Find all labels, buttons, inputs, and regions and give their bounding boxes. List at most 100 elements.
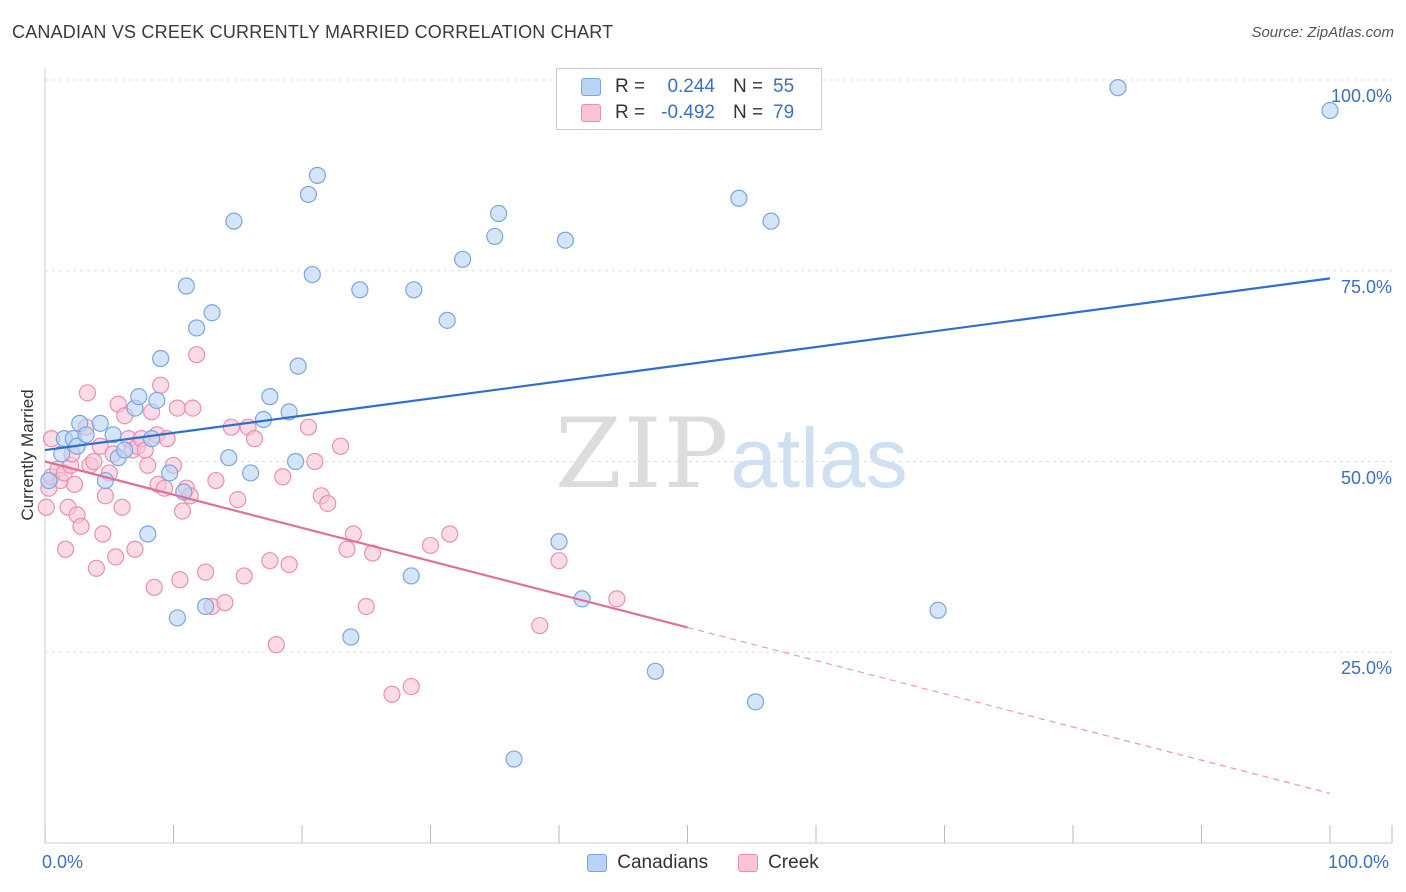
creek-point [531, 616, 549, 635]
creek-point [173, 502, 192, 520]
legend-r-value: 0.244 [667, 76, 715, 97]
legend-n-label: N = [733, 102, 764, 123]
creek-point [145, 578, 163, 596]
canadians-point [454, 250, 472, 268]
creek-point [299, 418, 318, 436]
creek-point [383, 685, 401, 703]
creek-point [65, 475, 84, 493]
creek-point [319, 494, 337, 513]
creek-point [197, 563, 215, 581]
canadians-point [116, 441, 134, 459]
legend-row-creek: R = -0.492 N = 79 [581, 101, 794, 125]
grid-lines [45, 79, 1392, 653]
creek-point [421, 536, 440, 555]
canadians-point [143, 430, 161, 448]
legend-row-canadians: R = 0.244 N = 55 [581, 75, 794, 99]
canadians-point [303, 265, 321, 284]
creek-point [245, 430, 264, 448]
creek-point [152, 376, 170, 394]
creek-point [171, 571, 189, 589]
creek-point [306, 452, 324, 471]
canadians-points [40, 79, 1339, 768]
trend-lines [44, 277, 1331, 794]
x-tick-label-min: 0.0% [42, 852, 84, 872]
legend-n-value: 55 [773, 76, 795, 97]
creek-point [550, 552, 568, 570]
canadians-point [1109, 79, 1127, 97]
creek-point [87, 559, 106, 577]
canadians-point [242, 464, 260, 482]
creek-point [78, 384, 97, 402]
creek-point [280, 555, 298, 574]
creek-point [37, 498, 55, 516]
creek-point [216, 594, 234, 612]
legend-r-value: -0.492 [661, 102, 715, 123]
creek-point [207, 471, 225, 490]
creek-point [168, 399, 186, 417]
legend-label-creek: Creek [768, 852, 819, 873]
creek-point [94, 525, 112, 543]
canadians-point [40, 471, 58, 490]
creek-point [188, 346, 206, 364]
watermark-zip: ZIP [555, 398, 731, 510]
creek-point [608, 590, 626, 608]
creek-point [338, 540, 356, 558]
canadians-point [177, 277, 195, 295]
y-tick-label: 25.0% [1340, 658, 1392, 679]
canadians-point [646, 662, 664, 680]
canadians-point [139, 525, 157, 543]
x-tick-label-max: 100.0% [1328, 852, 1390, 872]
canadians-point [152, 349, 170, 368]
legend-item-creek[interactable]: Creek [738, 852, 819, 874]
canadians-swatch [581, 78, 601, 96]
canadians-point [402, 567, 420, 585]
legend-r-label: R = [615, 102, 646, 123]
canadians-point [438, 311, 456, 329]
creek-point [222, 418, 240, 436]
legend-n-value: 79 [773, 102, 795, 123]
creek-trend-line [44, 460, 688, 629]
source-credit: Source: ZipAtlas.com [1251, 24, 1394, 41]
zipatlas-watermark: ZIPatlas [555, 398, 908, 510]
canadians-point [261, 388, 279, 406]
canadians-point [286, 452, 305, 471]
canadians-point [168, 609, 186, 627]
canadians-point [130, 388, 148, 406]
canadians-point [762, 212, 780, 230]
y-tick-label: 50.0% [1340, 467, 1392, 488]
canadians-point [550, 533, 568, 551]
axes [44, 68, 1393, 844]
canadians-point [490, 204, 508, 223]
canadians-point [104, 426, 122, 444]
creek-swatch [738, 854, 759, 872]
canadians-point [299, 185, 318, 204]
creek-trend-extension [687, 626, 1331, 794]
canadians-point [351, 281, 369, 299]
creek-point [229, 491, 247, 509]
canadians-point [148, 391, 166, 410]
canadians-point [289, 357, 307, 375]
chart-title: CANADIAN VS CREEK CURRENTLY MARRIED CORR… [12, 22, 614, 42]
creek-point [56, 540, 75, 558]
canadians-point [505, 750, 523, 768]
creek-point [235, 567, 253, 585]
canadians-point [197, 597, 215, 616]
creek-points [37, 346, 626, 703]
canadians-point [342, 628, 360, 646]
creek-point [113, 498, 131, 516]
creek-point [126, 540, 144, 558]
canadians-point [225, 212, 243, 230]
legend-item-canadians[interactable]: Canadians [587, 852, 708, 874]
canadians-point [405, 281, 423, 299]
creek-point [72, 517, 90, 535]
creek-point [331, 437, 350, 455]
creek-point [139, 456, 157, 474]
canadians-point [929, 601, 947, 619]
canadians-point [730, 189, 748, 207]
canadians-point [91, 414, 109, 432]
canadians-point [161, 464, 179, 482]
creek-point [261, 552, 279, 570]
y-tick-label: 100.0% [1330, 86, 1392, 106]
canadians-point [1321, 101, 1339, 120]
creek-point [274, 468, 292, 486]
